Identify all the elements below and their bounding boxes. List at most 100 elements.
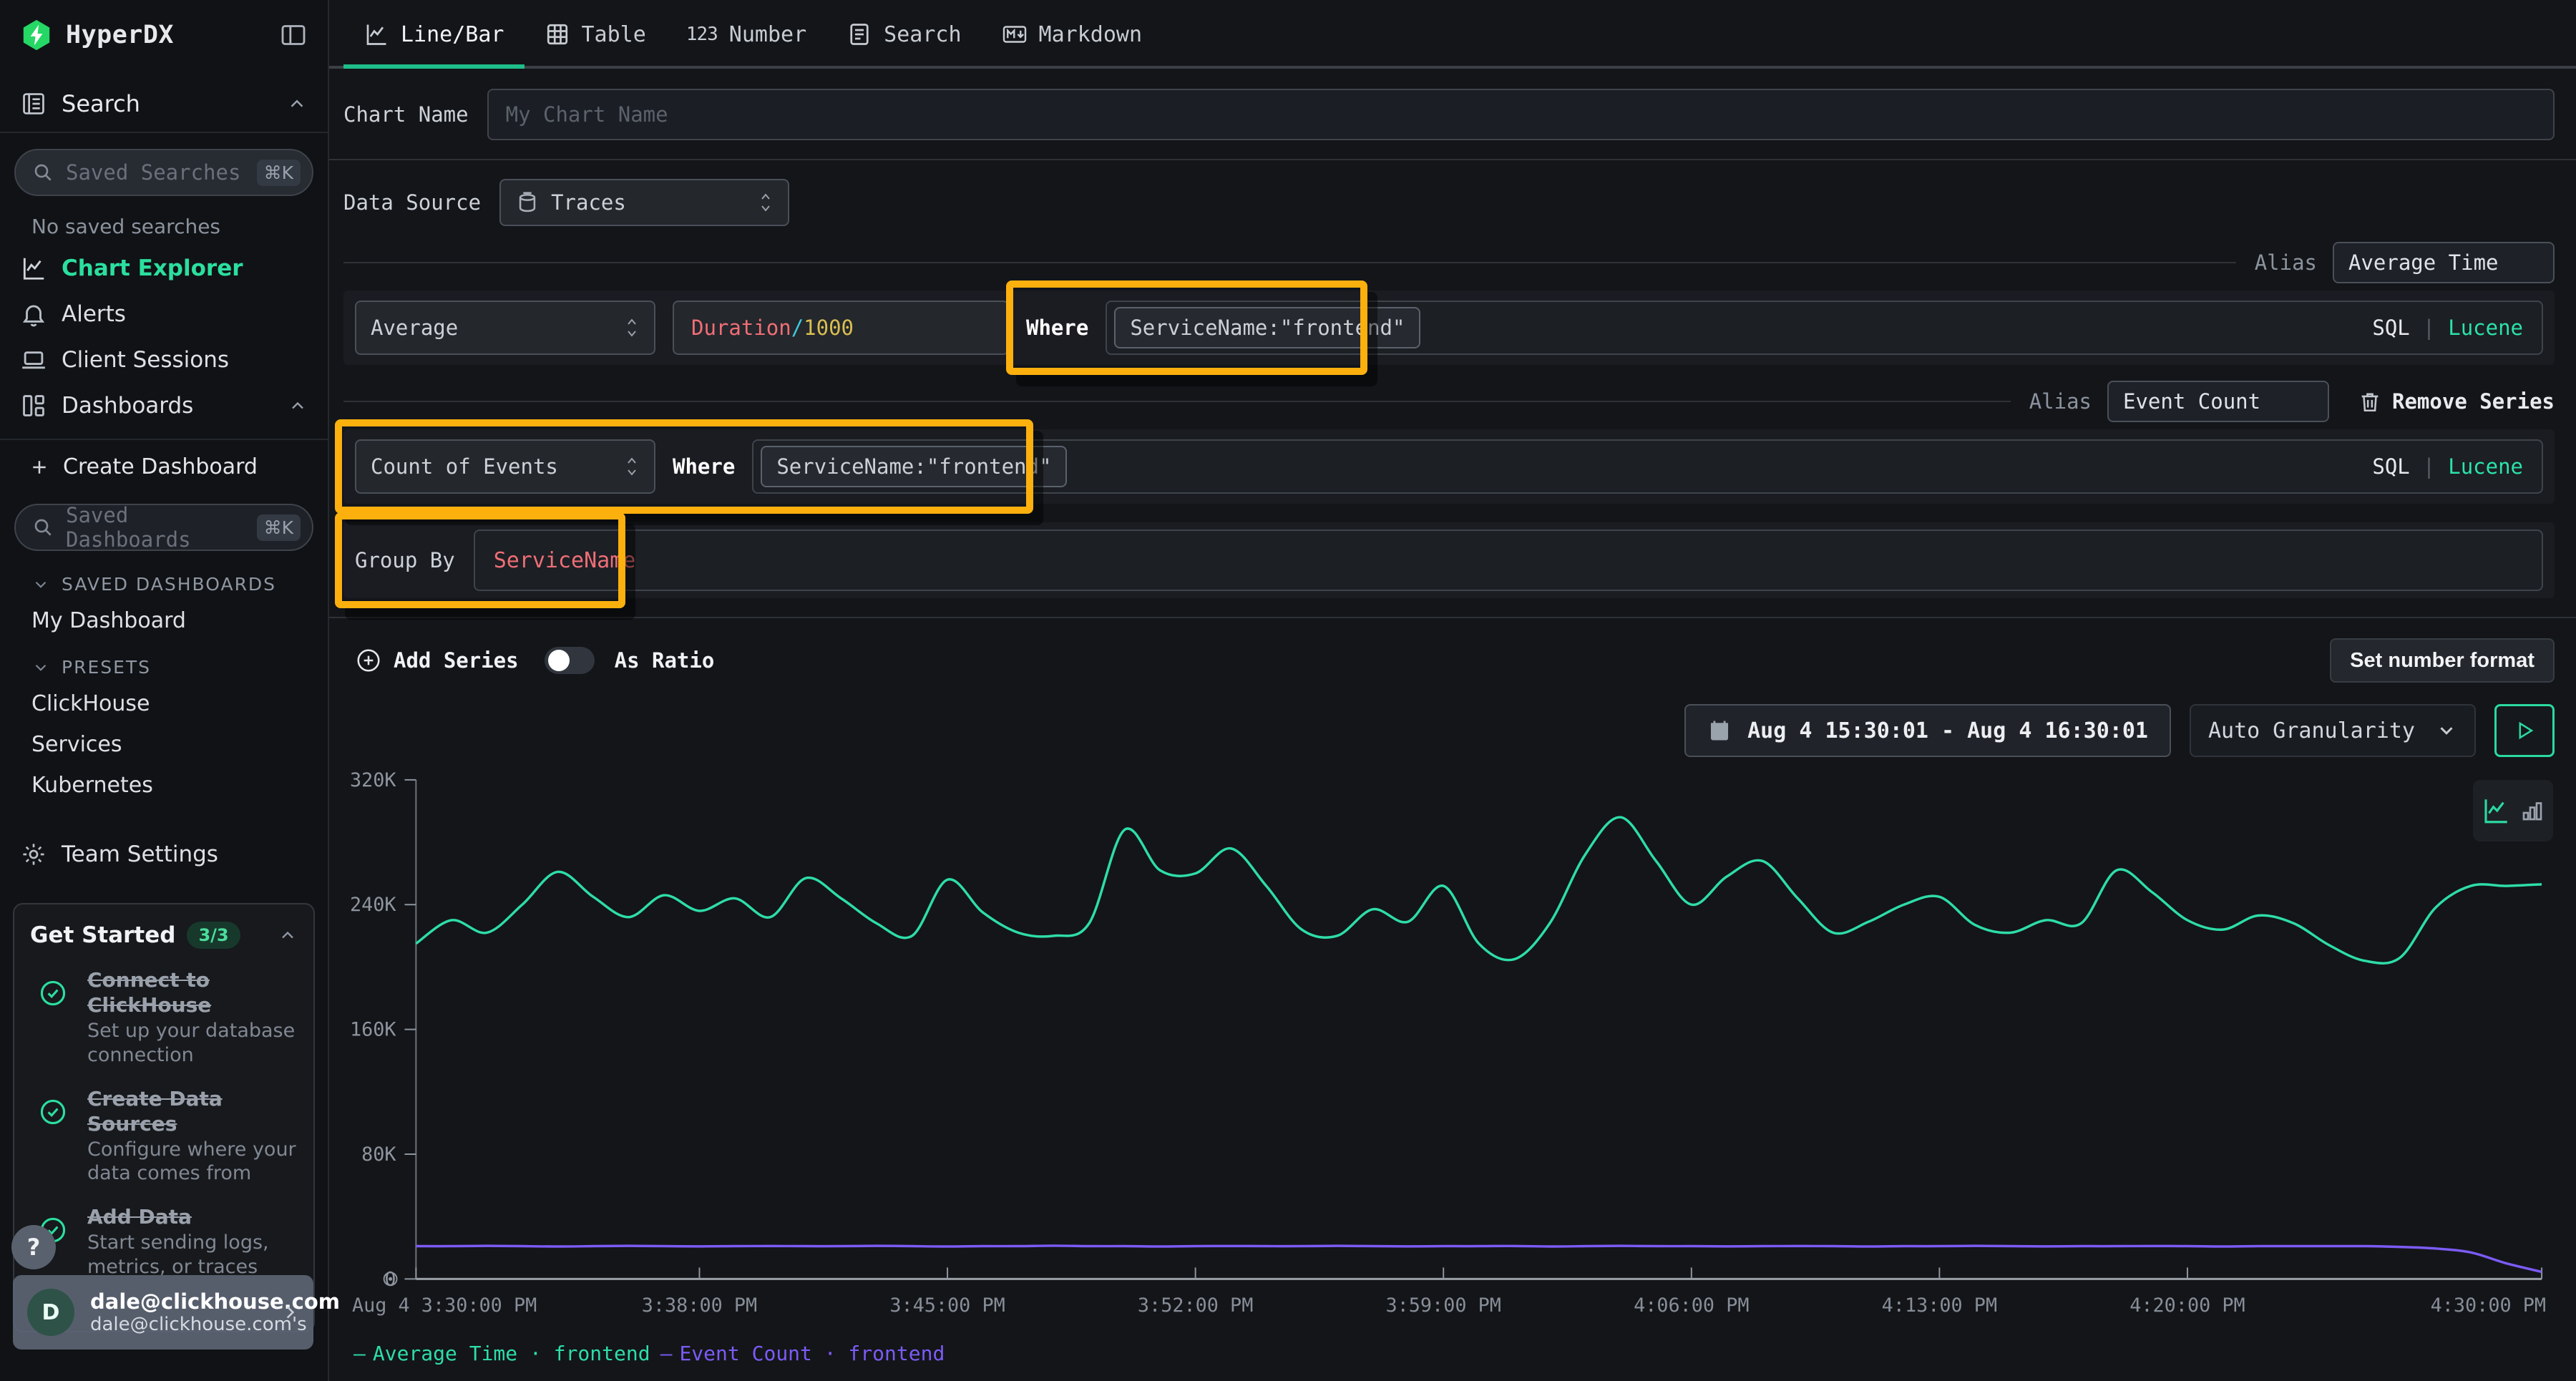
where-query-value-1[interactable]: ServiceName:"frontend" xyxy=(1114,307,1420,348)
markdown-icon xyxy=(1002,21,1028,47)
remove-series-button[interactable]: Remove Series xyxy=(2358,389,2555,414)
chart-name-label: Chart Name xyxy=(343,102,469,127)
create-dashboard-label: Create Dashboard xyxy=(63,454,258,479)
chevron-right-icon xyxy=(280,1303,299,1322)
get-started-item-connect-to-clickhouse[interactable]: Connect to ClickHouseSet up your databas… xyxy=(30,967,298,1068)
alias-label: Alias xyxy=(2029,389,2092,414)
check-circle-icon xyxy=(37,977,69,1009)
svg-text:3:38:00 PM: 3:38:00 PM xyxy=(642,1294,757,1317)
data-source-select[interactable]: Traces xyxy=(499,179,789,226)
svg-text:320K: 320K xyxy=(350,769,396,791)
line-chart-icon[interactable] xyxy=(2481,796,2511,826)
saved-dashboards-input[interactable]: Saved Dashboards ⌘K xyxy=(14,504,313,551)
sql-mode-button[interactable]: SQL xyxy=(2372,316,2409,340)
group-header-saved-dashboards[interactable]: SAVED DASHBOARDS xyxy=(0,558,328,600)
group-by-value[interactable]: ServiceName xyxy=(494,548,636,573)
sidebar-item-kubernetes[interactable]: Kubernetes xyxy=(0,765,328,806)
expression-token: 1000 xyxy=(804,316,854,340)
chart-area: 320K240K160K80K0Aug 4 3:30:00 PM3:38:00 … xyxy=(343,764,2555,1365)
chevron-updown-icon xyxy=(623,316,641,340)
sidebar-item-alerts[interactable]: Alerts xyxy=(0,291,328,337)
get-started-title: Get Started xyxy=(30,922,175,948)
sidebar-groups: SAVED DASHBOARDSMy DashboardPRESETSClick… xyxy=(0,558,328,806)
set-number-format-button[interactable]: Set number format xyxy=(2330,638,2555,683)
tab-table[interactable]: Table xyxy=(525,0,666,69)
legend-item-2[interactable]: —Event Count · frontend xyxy=(660,1342,945,1365)
tab-markdown[interactable]: Markdown xyxy=(982,0,1163,69)
granularity-select[interactable]: Auto Granularity xyxy=(2190,704,2476,757)
create-dashboard-button[interactable]: Create Dashboard xyxy=(0,440,328,488)
timeseries-chart[interactable]: 320K240K160K80K0Aug 4 3:30:00 PM3:38:00 … xyxy=(343,764,2555,1336)
get-started-item-add-data[interactable]: Add DataStart sending logs, metrics, or … xyxy=(30,1204,298,1279)
group-header-presets[interactable]: PRESETS xyxy=(0,641,328,683)
as-ratio-toggle[interactable] xyxy=(545,647,595,674)
where-input-1[interactable]: ServiceName:"frontend" SQL | Lucene xyxy=(1106,301,2543,355)
tab-label: Number xyxy=(729,22,806,47)
divider xyxy=(343,262,2236,263)
lucene-mode-button[interactable]: Lucene xyxy=(2448,316,2523,340)
help-button[interactable]: ? xyxy=(11,1225,56,1269)
remove-series-label: Remove Series xyxy=(2392,389,2555,414)
tab-label: Markdown xyxy=(1039,22,1143,47)
chevron-up-icon[interactable] xyxy=(286,93,308,114)
play-icon xyxy=(2514,720,2535,741)
date-range-picker[interactable]: Aug 4 15:30:01 - Aug 4 16:30:01 xyxy=(1684,704,2171,757)
sql-mode-button[interactable]: SQL xyxy=(2372,454,2409,479)
run-query-button[interactable] xyxy=(2494,704,2555,757)
legend-item-1[interactable]: —Average Time · frontend xyxy=(353,1342,650,1365)
svg-text:4:13:00 PM: 4:13:00 PM xyxy=(1882,1294,1997,1317)
saved-searches-input[interactable]: Saved Searches ⌘K xyxy=(14,149,313,196)
tab-line-bar[interactable]: Line/Bar xyxy=(343,0,525,69)
sidebar-item-services[interactable]: Services xyxy=(0,724,328,765)
bar-chart-icon[interactable] xyxy=(2519,798,2545,824)
divider xyxy=(343,401,2011,402)
sidebar-section-search[interactable]: Search xyxy=(0,66,328,132)
aggregation-select-1[interactable]: Average xyxy=(355,301,655,355)
lucene-mode-button[interactable]: Lucene xyxy=(2448,454,2523,479)
aggregation-select-2[interactable]: Count of Events xyxy=(355,439,655,494)
group-by-input[interactable]: ServiceName xyxy=(474,530,2543,591)
user-menu[interactable]: D dale@clickhouse.com dale@clickhouse.co… xyxy=(13,1275,313,1350)
plus-circle-icon xyxy=(355,647,382,674)
chevron-up-icon[interactable] xyxy=(278,925,298,945)
sidebar-item-label: Chart Explorer xyxy=(62,255,243,281)
alias-label: Alias xyxy=(2255,250,2317,275)
query-language-toggle-1: SQL | Lucene xyxy=(2372,316,2523,340)
alias-input-1[interactable]: Average Time xyxy=(2333,242,2555,283)
where-query-value-2[interactable]: ServiceName:"frontend" xyxy=(761,446,1067,487)
sidebar-item-dashboards[interactable]: Dashboards xyxy=(0,383,328,429)
divider: | xyxy=(2423,316,2435,340)
chart-name-placeholder: My Chart Name xyxy=(506,102,668,127)
alias-input-2[interactable]: Event Count xyxy=(2107,381,2329,422)
sidebar-item-client-sessions[interactable]: Client Sessions xyxy=(0,337,328,383)
get-started-item-create-data-sources[interactable]: Create Data SourcesConfigure where your … xyxy=(30,1086,298,1186)
sidebar-item-my-dashboard[interactable]: My Dashboard xyxy=(0,600,328,641)
tab-search[interactable]: Search xyxy=(826,0,981,69)
tab-label: Search xyxy=(884,22,961,47)
collapse-sidebar-icon[interactable] xyxy=(279,21,308,49)
tab-number[interactable]: 123Number xyxy=(666,0,826,69)
sidebar-item-team-settings[interactable]: Team Settings xyxy=(0,831,328,877)
expression-input-1[interactable]: Duration/1000 xyxy=(673,301,1009,355)
search-icon xyxy=(31,161,54,184)
where-input-2[interactable]: ServiceName:"frontend" SQL | Lucene xyxy=(752,439,2543,494)
date-range-value: Aug 4 15:30:01 - Aug 4 16:30:01 xyxy=(1747,718,2148,743)
add-series-button[interactable]: Add Series xyxy=(355,647,519,674)
doc-list-icon xyxy=(847,21,872,47)
app-root: HyperDX Search Saved Searches ⌘K No save… xyxy=(0,0,2576,1381)
chart-line-icon xyxy=(364,21,389,47)
sidebar-item-clickhouse[interactable]: ClickHouse xyxy=(0,683,328,724)
svg-text:4:30:00 PM: 4:30:00 PM xyxy=(2431,1294,2546,1317)
group-by-label: Group By xyxy=(355,548,455,572)
sidebar-item-chart-explorer[interactable]: Chart Explorer xyxy=(0,245,328,291)
main-content: Line/BarTable123Number Search Markdown Cha… xyxy=(329,0,2576,1381)
grid-icon xyxy=(20,392,47,419)
chevron-up-icon[interactable] xyxy=(288,396,308,416)
time-controls-row: Aug 4 15:30:01 - Aug 4 16:30:01 Auto Gra… xyxy=(343,704,2555,757)
data-source-row: Data Source Traces xyxy=(343,179,2555,226)
chevron-updown-icon xyxy=(623,454,641,479)
gear-icon xyxy=(20,841,47,868)
expression-tokens: Duration/1000 xyxy=(691,316,854,340)
chart-type-tabbar: Line/BarTable123Number Search Markdown xyxy=(329,0,2576,69)
chart-name-input[interactable]: My Chart Name xyxy=(487,89,2555,140)
